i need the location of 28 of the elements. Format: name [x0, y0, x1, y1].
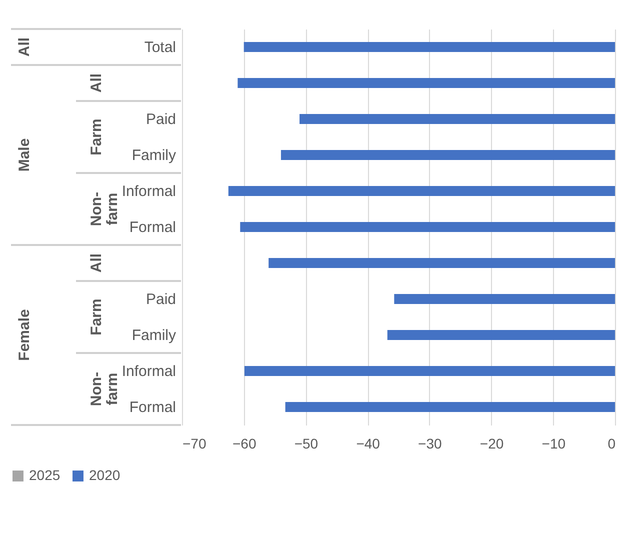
y-tick-label: Informal — [122, 183, 176, 200]
y-tick-label: Paid — [146, 111, 176, 128]
x-tick-label: −60 — [232, 436, 256, 452]
legend-label: 2020 — [89, 467, 120, 483]
y-tick-label: Family — [132, 327, 176, 344]
y-tick-label: Formal — [129, 219, 176, 236]
x-tick-label: −40 — [356, 436, 380, 452]
x-tick-label: −70 — [182, 436, 206, 452]
text: All — [88, 73, 105, 93]
text: Male — [16, 138, 33, 172]
text: Farm — [88, 298, 105, 336]
x-tick-label: 0 — [608, 436, 616, 452]
x-tick-label: −10 — [542, 436, 566, 452]
legend-label: 2025 — [29, 467, 60, 483]
y-tick-label: Paid — [146, 291, 176, 308]
y-tick-label: Total — [144, 39, 176, 56]
y-tick-label: Formal — [129, 399, 176, 416]
x-tick-label: −50 — [294, 436, 318, 452]
text: Non-farm — [88, 192, 121, 226]
y-tick-label: Family — [132, 147, 176, 164]
text: Farm — [88, 118, 105, 156]
text: All — [88, 253, 105, 273]
text: Female — [16, 309, 33, 361]
y-tick-label: Informal — [122, 363, 176, 380]
text: Non-farm — [88, 372, 121, 406]
x-tick-label: −30 — [418, 436, 442, 452]
text: All — [16, 37, 33, 57]
x-tick-label: −20 — [480, 436, 504, 452]
